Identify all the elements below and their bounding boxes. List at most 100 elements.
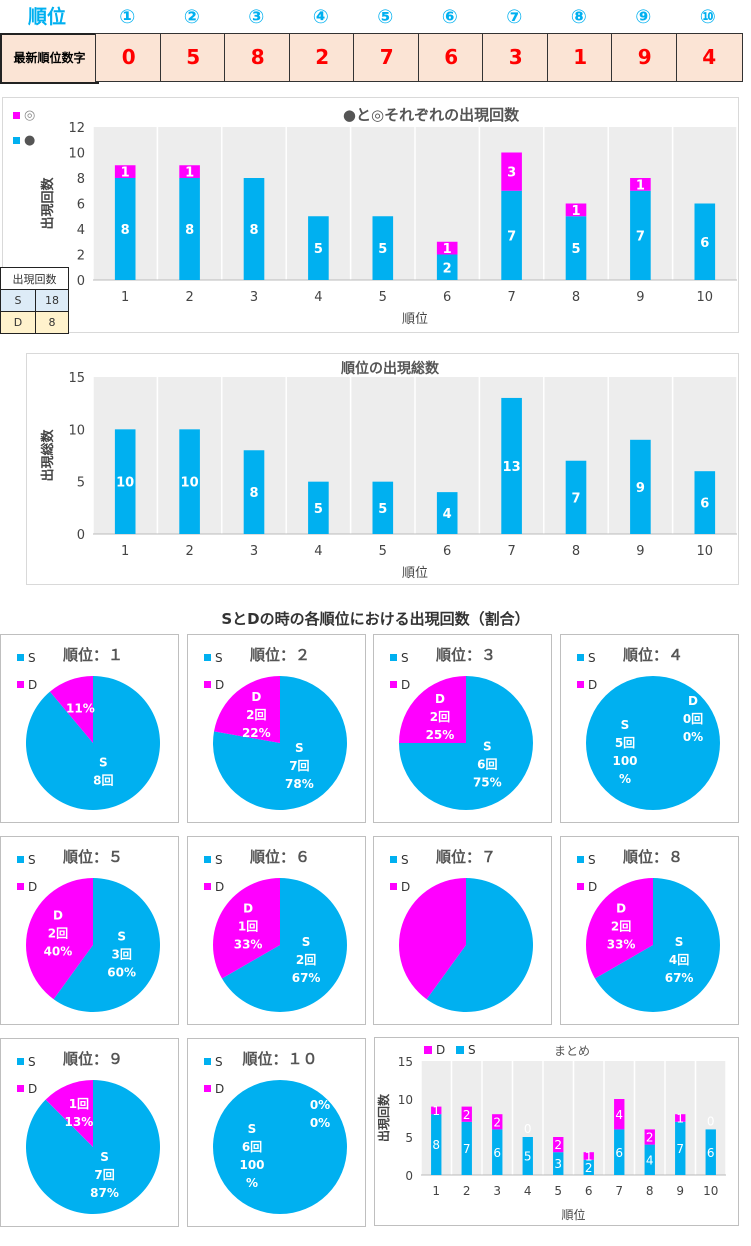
pie-label-d: 0%: [310, 1116, 330, 1130]
bar-data-label: 2: [443, 261, 452, 276]
pie-label-d: 1回: [69, 1097, 89, 1111]
pie-slice-d: [213, 878, 280, 979]
bar-data-label: 13: [503, 460, 521, 475]
x-tick-label: 8: [646, 1184, 654, 1198]
x-tick-label: 6: [585, 1184, 593, 1198]
bar-s: [461, 1121, 472, 1175]
pie-label-s: 100: [612, 754, 637, 768]
bar-d: [114, 165, 136, 178]
legend-swatch: [424, 1046, 432, 1054]
pie-label-d: 11%: [66, 701, 95, 715]
count-table-title: 出現回数: [0, 267, 69, 290]
x-tick-label: 6: [443, 290, 451, 305]
bar-data-label: 1: [585, 1150, 593, 1164]
x-tick-label: 4: [314, 544, 322, 559]
pie-title: 順位：１０: [241, 1050, 317, 1068]
legend-label-d: D: [215, 880, 224, 894]
bar-s: [492, 1129, 503, 1175]
legend-swatch-s: [577, 654, 584, 661]
bar-d: [644, 1129, 655, 1145]
bar-data-label: 0: [524, 1122, 532, 1136]
count-row-label: D: [0, 311, 36, 334]
x-tick-label: 4: [524, 1184, 532, 1198]
x-tick-label: 5: [379, 290, 387, 305]
pie-title: 順位：８: [622, 848, 683, 866]
pie-label-s: S: [248, 1122, 257, 1136]
bar: [243, 450, 265, 534]
y-axis-label: 出現総数: [40, 429, 56, 482]
pie-panel-9: S D 順位：９ S 7回 87% 1回 13%: [0, 1038, 179, 1227]
legend-swatch-d: [577, 883, 584, 890]
x-tick-label: 1: [121, 290, 129, 305]
latest-digit-9: 9: [611, 33, 679, 82]
legend-label-d: D: [588, 678, 597, 692]
pie-label-s: 5回: [615, 736, 635, 750]
pie-label-d: 22%: [242, 726, 271, 740]
bar-data-label: 4: [646, 1153, 654, 1167]
pie-label-d: D: [616, 902, 626, 916]
bar-s: [179, 178, 200, 280]
bar-data-label: 7: [676, 1142, 684, 1156]
legend-swatch-d: [204, 1085, 211, 1092]
x-tick-label: 10: [697, 290, 714, 305]
bar-s: [630, 190, 651, 280]
pie-title: 順位：１: [62, 646, 123, 664]
bar-s: [553, 1152, 564, 1175]
legend-swatch-s: [17, 654, 24, 661]
bar: [179, 429, 200, 534]
bar-d: [630, 178, 651, 191]
pie-label-d: 33%: [234, 938, 263, 952]
latest-digit-5: 7: [353, 33, 421, 82]
legend-swatch-d: [577, 681, 584, 688]
x-tick-label: 8: [572, 544, 580, 559]
bar-data-label: 8: [249, 486, 258, 501]
x-axis-label: 順位: [402, 312, 428, 327]
legend-label-s: S: [215, 853, 223, 867]
pie-slice-s: [213, 1080, 347, 1214]
bar-s: [565, 216, 587, 280]
legend-swatch-s: [577, 856, 584, 863]
pie-label-s: 6回: [477, 757, 497, 771]
bar-d: [501, 152, 522, 191]
bar-data-label: 1: [636, 178, 645, 193]
pie-label-d: D: [688, 694, 698, 708]
pie-label-d: 13%: [65, 1115, 94, 1129]
pie-title: 順位：９: [62, 1050, 123, 1068]
y-tick-label: 15: [68, 371, 85, 386]
legend-circle-swatch: [13, 137, 20, 144]
bar-d: [492, 1114, 503, 1130]
legend-swatch-d: [204, 883, 211, 890]
pie-label-s: 2回: [296, 953, 316, 967]
pie-label-s: S: [302, 935, 311, 949]
bar-s: [583, 1159, 594, 1175]
pie-title: 順位：４: [622, 646, 683, 664]
top-legend: ◎ ●: [13, 108, 35, 148]
latest-digit-7: 3: [482, 33, 550, 82]
rank-header-6: ⑥: [441, 6, 458, 28]
pie-slice-s: [221, 878, 347, 1012]
bar-data-label: 5: [378, 242, 387, 257]
legend-swatch-s: [390, 856, 397, 863]
pie-label-d: D: [243, 902, 253, 916]
pie-label-s: 8回: [93, 773, 113, 787]
latest-digit-2: 5: [159, 33, 227, 82]
legend-double-circle-swatch: [13, 112, 20, 119]
count-row-value: 18: [35, 289, 69, 312]
x-tick-label: 7: [615, 1184, 623, 1198]
legend-swatch-d: [390, 681, 397, 688]
bar-data-label: 2: [493, 1115, 501, 1129]
legend-label-s: S: [588, 853, 596, 867]
x-tick-label: 9: [676, 1184, 684, 1198]
legend-swatch-d: [17, 883, 24, 890]
bar-data-label: 5: [314, 242, 323, 257]
pie-label-s: 78%: [285, 777, 314, 791]
rank-header-9: ⑨: [635, 6, 652, 28]
rank-header-8: ⑧: [570, 6, 587, 28]
pie-title: 順位：２: [249, 646, 310, 664]
x-tick-label: 10: [703, 1184, 718, 1198]
x-tick-label: 9: [636, 544, 644, 559]
legend-label-d: D: [215, 678, 224, 692]
pie-title: 順位：５: [62, 848, 123, 866]
legend-label: S: [468, 1043, 476, 1057]
